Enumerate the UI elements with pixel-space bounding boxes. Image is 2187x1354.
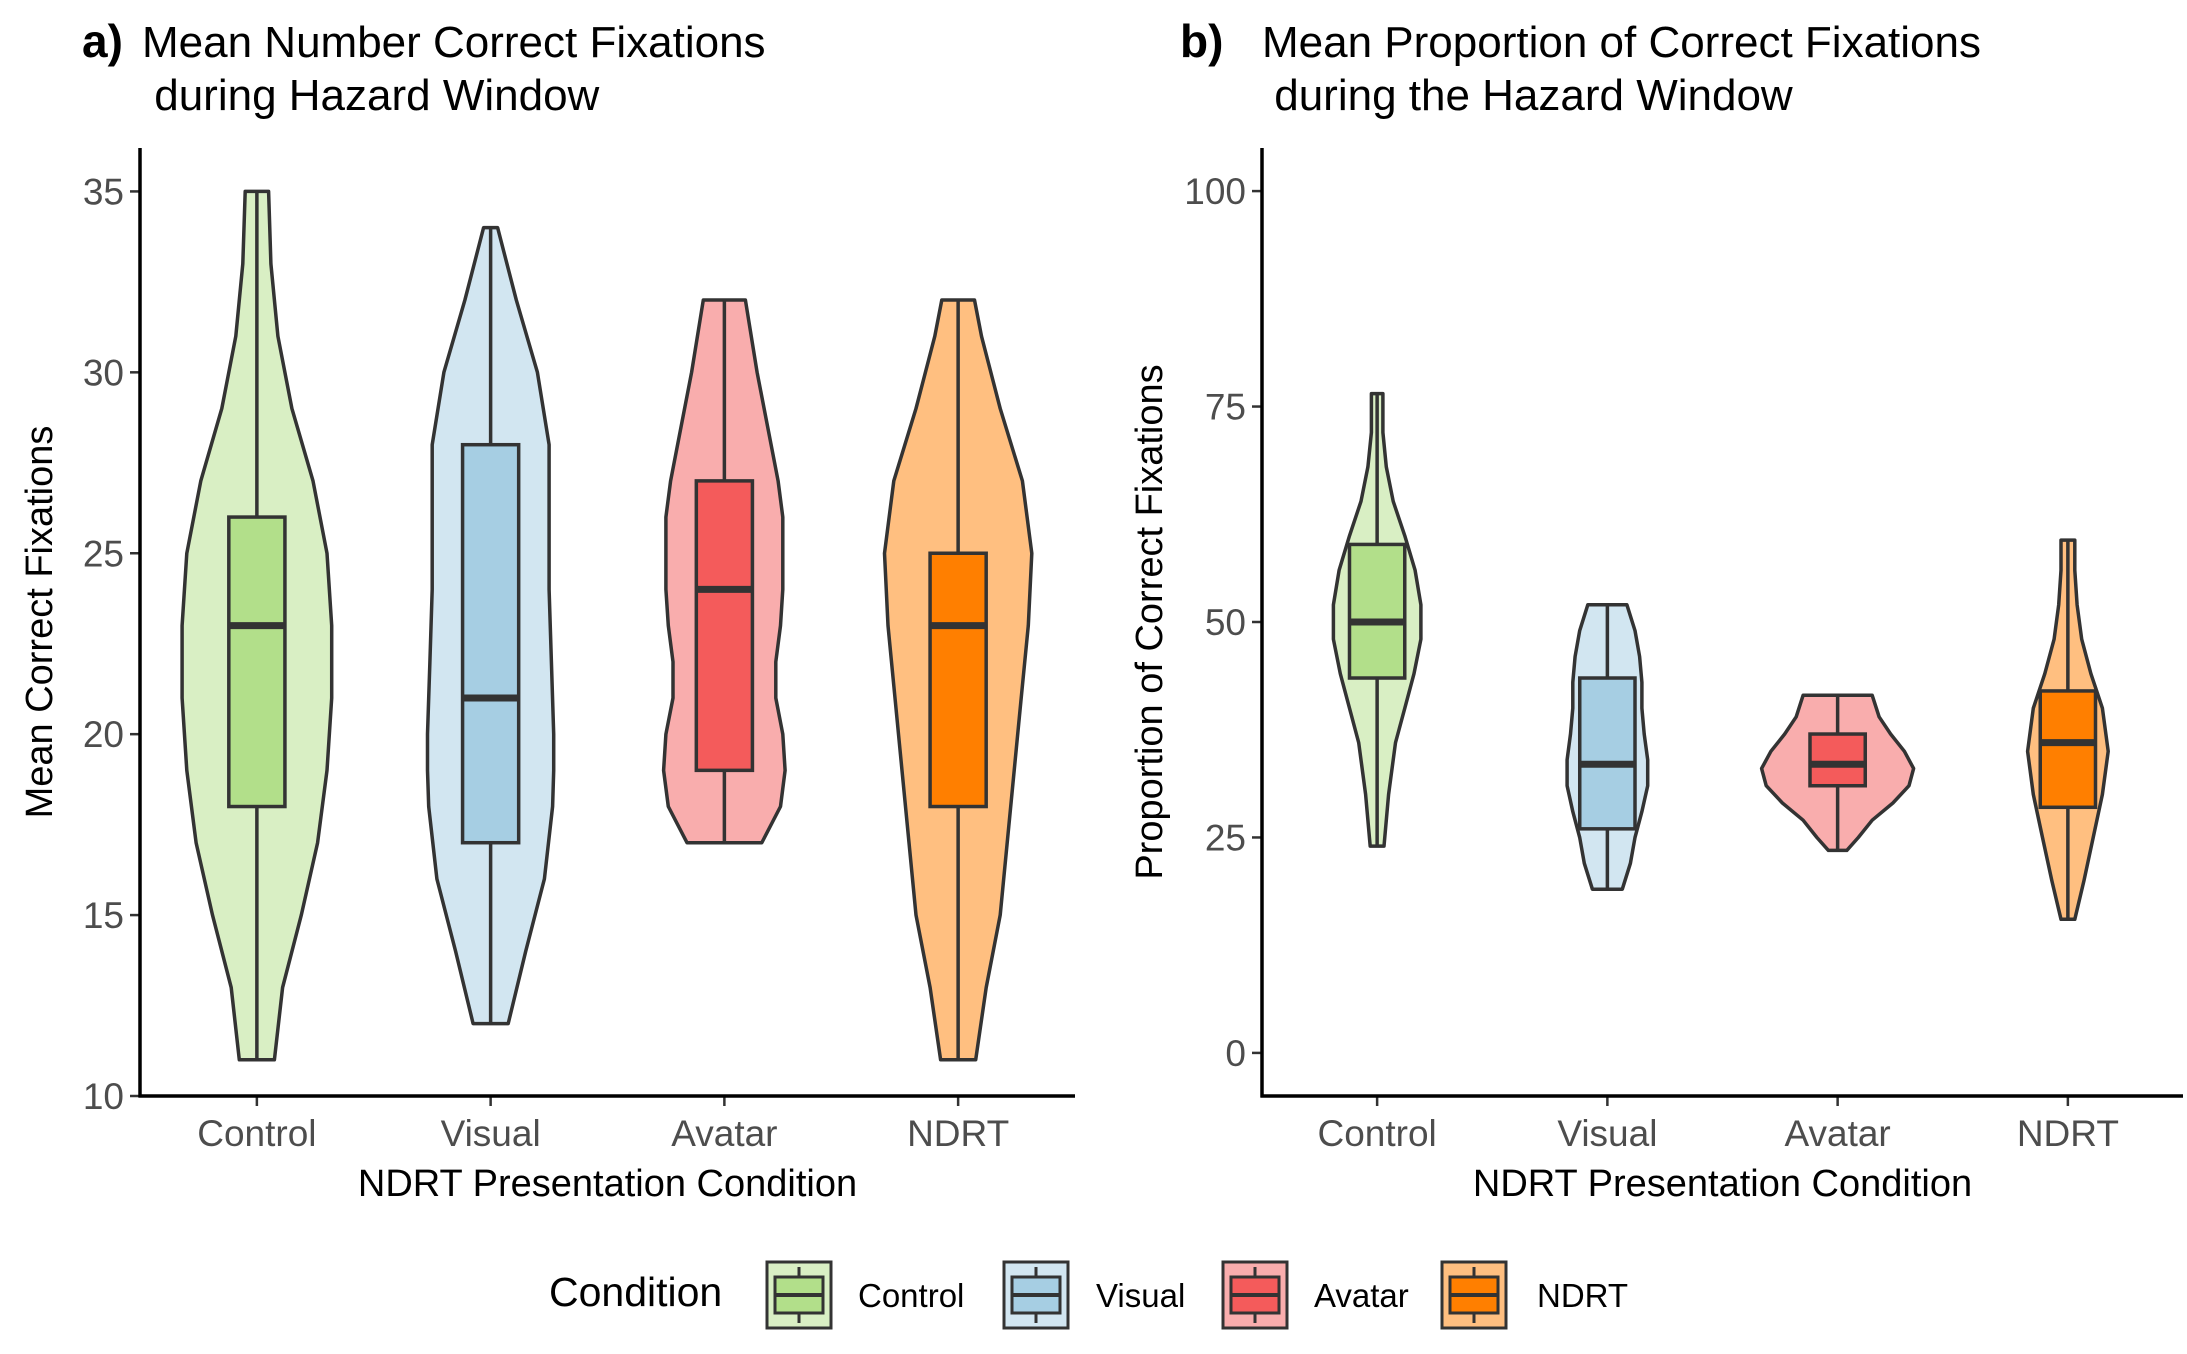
panel-a: a) Mean Number Correct Fixations during H… (19, 15, 1075, 1205)
y-axis-title: Mean Correct Fixations (19, 426, 61, 819)
legend-label-control: Control (858, 1277, 964, 1314)
panel-tag: b) (1180, 15, 1223, 67)
box-avatar (694, 479, 755, 773)
y-tick-label: 75 (1205, 387, 1246, 428)
y-tick-label: 20 (83, 714, 124, 755)
legend-label-avatar: Avatar (1314, 1277, 1409, 1314)
x-axis-title: NDRT Presentation Condition (358, 1163, 857, 1205)
legend-item-avatar: Avatar (1221, 1260, 1409, 1330)
x-axis-title: NDRT Presentation Condition (1473, 1163, 1972, 1205)
y-axis-title: Proportion of Correct Fixations (1129, 364, 1171, 879)
x-tick-label: Visual (441, 1113, 541, 1154)
box-visual (1577, 676, 1637, 831)
legend-item-visual: Visual (1002, 1260, 1185, 1330)
chart-title-line: Mean Proportion of Correct Fixations (1262, 18, 1981, 67)
y-tick-label: 0 (1225, 1033, 1246, 1074)
x-tick-label: Visual (1557, 1113, 1657, 1154)
chart-title-line: during the Hazard Window (1262, 71, 1793, 120)
box-control (227, 515, 287, 809)
legend-label-ndrt: NDRT (1537, 1277, 1628, 1314)
y-tick-label: 10 (83, 1076, 124, 1117)
box-visual (460, 442, 521, 845)
legend-title: Condition (549, 1269, 722, 1315)
x-tick-label: NDRT (907, 1113, 1009, 1154)
panel-b: b) Mean Proportion of Correct Fixations d… (1129, 15, 2183, 1205)
y-tick-label: 25 (83, 533, 124, 574)
y-tick-label: 100 (1184, 171, 1246, 212)
legend-label-visual: Visual (1096, 1277, 1185, 1314)
x-tick-label: Control (1317, 1113, 1436, 1154)
legend: Condition Control Visual Avatar NDRT (549, 1260, 1628, 1330)
legend-item-ndrt: NDRT (1440, 1260, 1628, 1330)
legend-item-control: Control (765, 1260, 964, 1330)
legend-items: Control Visual Avatar NDRT (765, 1260, 1628, 1330)
x-tick-label: Avatar (1784, 1113, 1890, 1154)
box-ndrt (2038, 689, 2098, 810)
x-tick-label: Avatar (671, 1113, 777, 1154)
chart-title-line: Mean Number Correct Fixations (142, 18, 766, 67)
chart-title-line: during Hazard Window (142, 71, 600, 120)
panel-tag: a) (82, 15, 123, 67)
box-control (1347, 542, 1407, 680)
x-tick-label: NDRT (2017, 1113, 2119, 1154)
y-tick-label: 25 (1205, 817, 1246, 858)
box-avatar (1808, 732, 1868, 788)
y-tick-label: 35 (83, 171, 124, 212)
y-tick-label: 15 (83, 895, 124, 936)
y-tick-label: 30 (83, 352, 124, 393)
y-tick-label: 50 (1205, 602, 1246, 643)
box-ndrt (928, 551, 988, 809)
x-tick-label: Control (197, 1113, 316, 1154)
